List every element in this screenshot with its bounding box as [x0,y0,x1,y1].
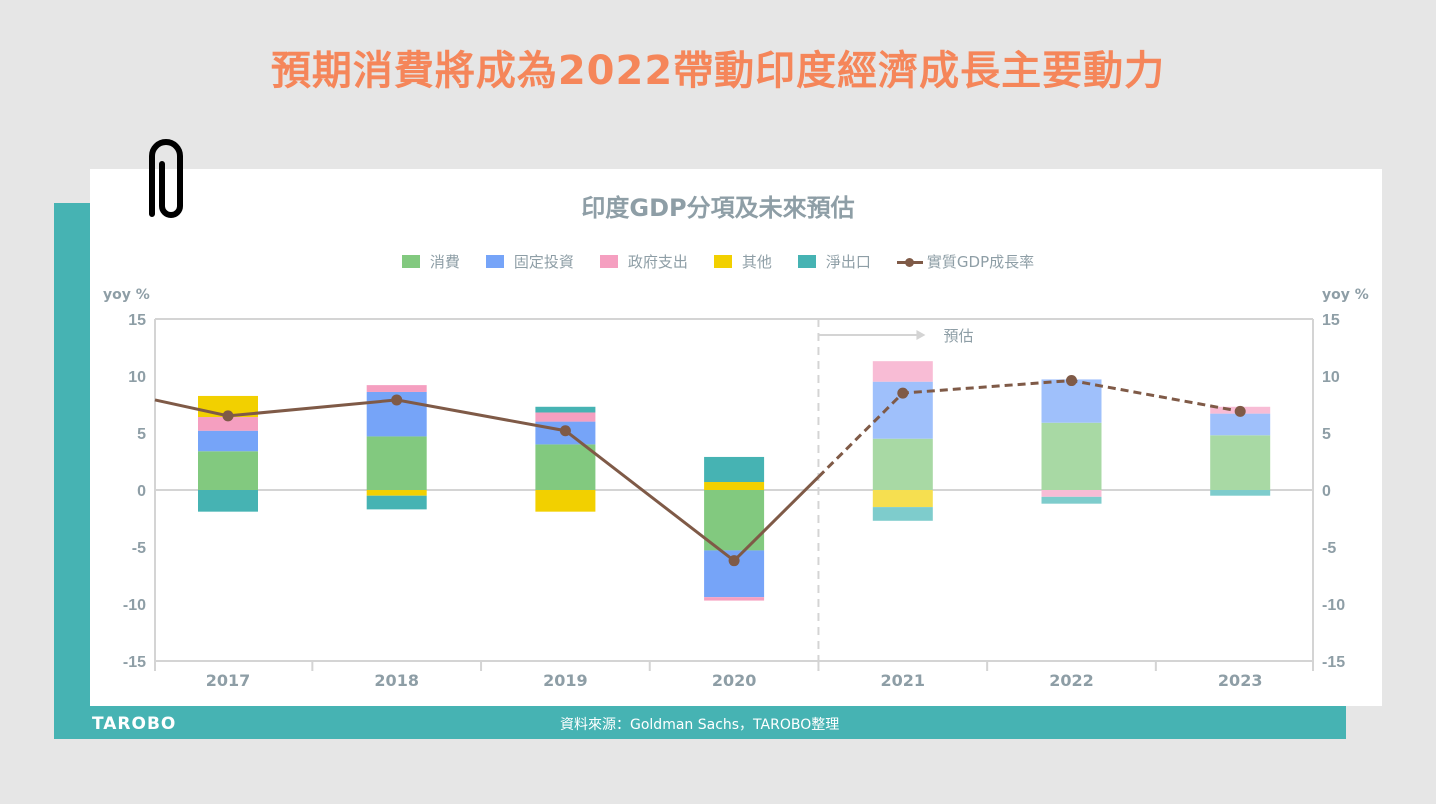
y-tick-left: -15 [123,654,146,671]
legend-line-marker [896,256,923,268]
bar-segment [535,406,596,413]
legend-item-other: 其他 [713,251,772,272]
y-tick-left: -5 [132,540,146,557]
legend-label: 實質GDP成長率 [926,253,1035,271]
legend-swatch [599,255,618,268]
bar-segment [535,412,596,422]
legend-label: 消費 [429,253,460,271]
gdp-point [222,410,234,422]
bar-segment [872,490,933,508]
chart-card [90,169,1382,706]
headline: 預期消費將成為2022帶動印度經濟成長主要動力 [270,48,1166,94]
source-note: 資料來源：Goldman Sachs，TAROBO整理 [560,717,840,733]
legend-item-government-spending: 政府支出 [599,251,688,272]
gdp-line-forecast [817,379,1241,478]
x-tick-label: 2017 [206,671,251,690]
legend: 消費 固定投資 政府支出 其他 淨出口 實質GDP成長率 [0,251,1436,272]
x-tick-label: 2023 [1218,671,1263,690]
legend-label: 固定投資 [513,253,574,271]
y-tick-left: 15 [128,312,146,329]
bar-segment [704,482,765,490]
bar-segment [1041,496,1102,504]
tarobo-logo: TAROBO [92,714,177,734]
y-axis-label-left: yoy % [103,287,150,303]
bar-segment [1210,435,1271,490]
legend-label: 其他 [741,253,772,271]
bar-segment [1041,490,1102,497]
bar-segment [366,385,427,392]
bar-segment [366,490,427,496]
y-tick-right: -5 [1322,540,1336,557]
bar-segment [198,490,258,512]
legend-swatch [485,255,504,268]
gdp-point [897,387,909,399]
legend-label: 淨出口 [825,253,871,271]
legend-item-net-exports: 淨出口 [797,251,871,272]
bar-segment [366,436,427,490]
legend-item-real-gdp: 實質GDP成長率 [896,251,1035,272]
bar-segment [872,438,933,490]
y-tick-right: 5 [1322,426,1331,443]
legend-swatch [401,255,420,268]
x-tick-label: 2018 [374,671,419,690]
y-tick-right: 15 [1322,312,1340,329]
bar-segment [872,361,933,382]
y-axis-label-right: yoy % [1322,287,1369,303]
x-tick-label: 2022 [1049,671,1094,690]
bar-segment [1210,413,1271,436]
bar-segment [535,490,596,512]
y-tick-left: 10 [128,369,146,386]
y-tick-right: 0 [1322,483,1331,500]
bar-segment [535,444,596,490]
legend-item-fixed-investment: 固定投資 [485,251,574,272]
bar-segment [198,417,258,431]
paperclip-icon [149,139,183,218]
y-tick-left: 0 [137,483,146,500]
bar-segment [704,597,765,601]
bar-segment [872,507,933,521]
gdp-point [559,425,571,437]
bar-segment [1041,379,1102,423]
legend-swatch [797,255,816,268]
legend-item-consumption: 消費 [401,251,460,272]
gdp-point [728,555,740,567]
bar-segment [1210,490,1271,496]
bar-segment [704,456,765,483]
x-tick-label: 2021 [881,671,926,690]
bar-segment [366,495,427,510]
bar-segment [198,430,258,452]
y-tick-right: -10 [1322,597,1345,614]
x-tick-label: 2019 [543,671,588,690]
gdp-point [391,394,403,406]
gdp-line-actual-tail [733,475,820,562]
forecast-label: 預估 [943,327,973,345]
gdp-point [1066,375,1077,387]
y-tick-right: -15 [1322,654,1345,671]
y-tick-left: 5 [137,426,146,443]
forecast-arrow-head [916,330,926,340]
x-tick-label: 2020 [712,671,757,690]
bar-segment [198,451,258,490]
legend-label: 政府支出 [627,253,688,271]
chart-title: 印度GDP分項及未來預估 [581,194,855,222]
gdp-point [1234,405,1246,417]
bar-segment [1041,422,1102,490]
legend-swatch [713,255,732,268]
y-tick-left: -10 [123,597,146,614]
y-tick-right: 10 [1322,369,1340,386]
